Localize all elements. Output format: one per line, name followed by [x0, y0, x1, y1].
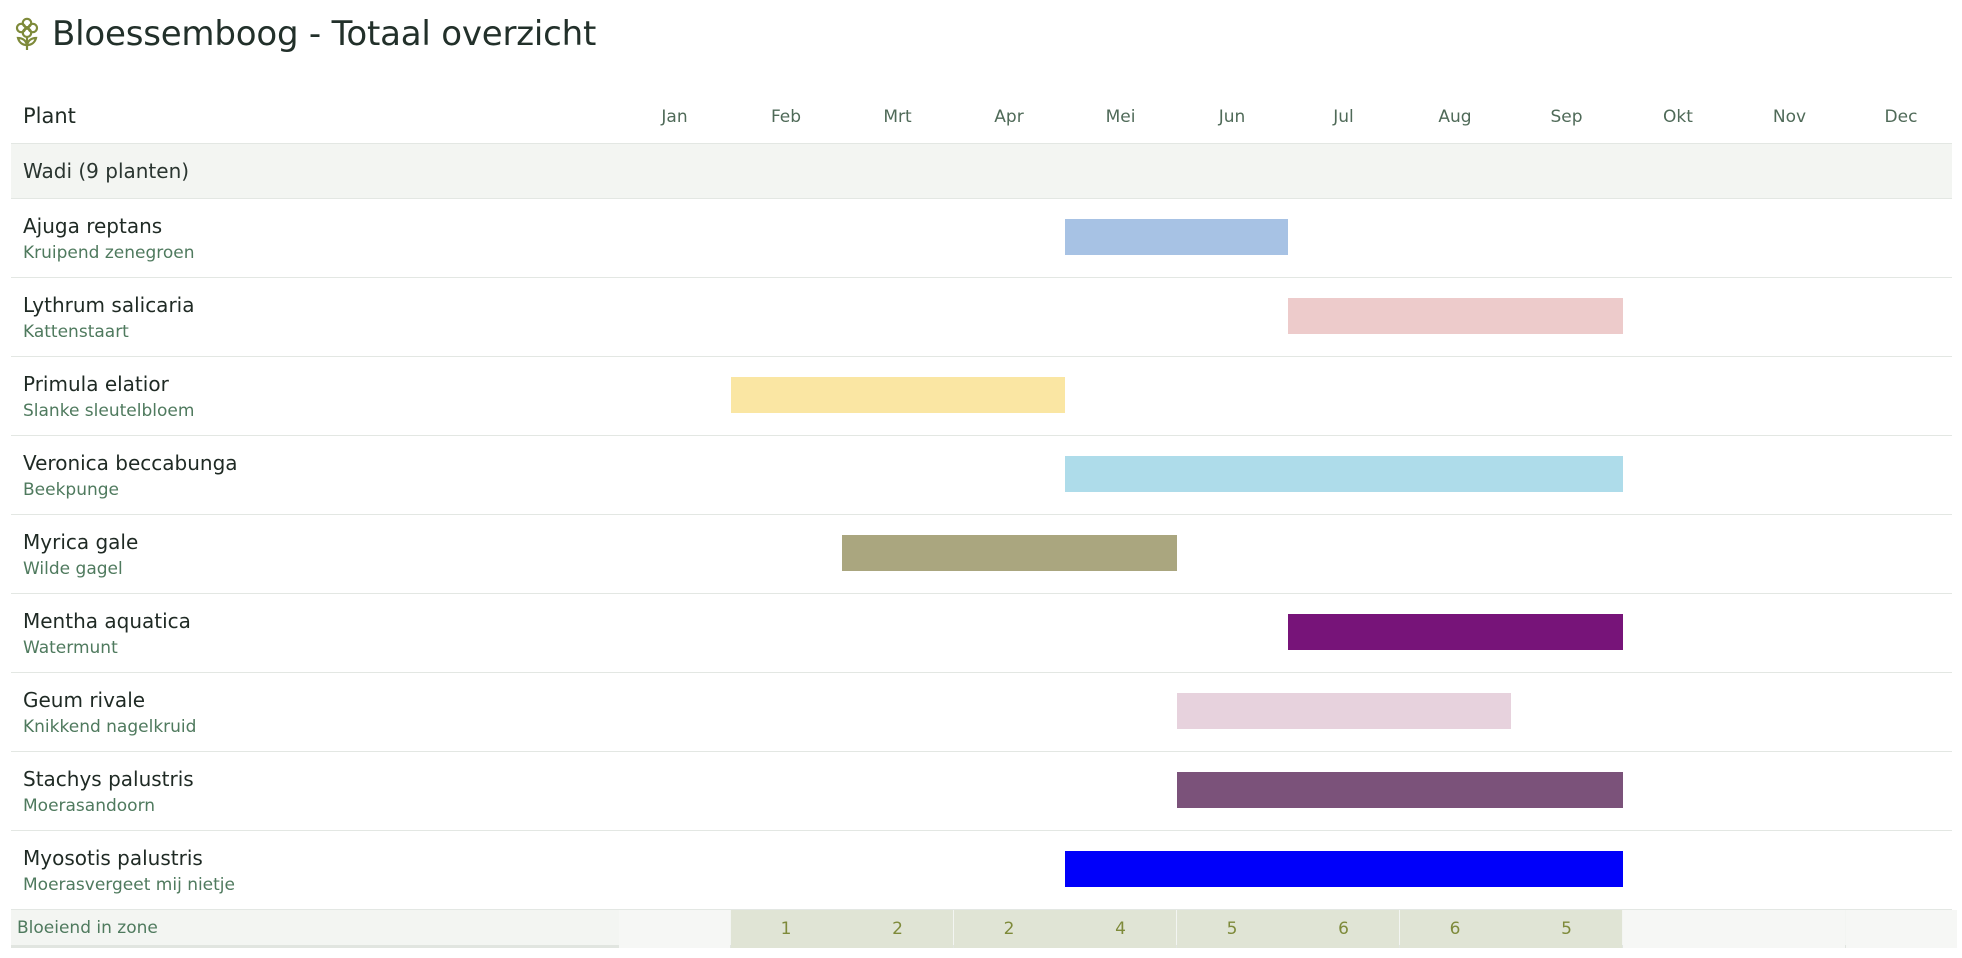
- month-header: Jun: [1218, 107, 1246, 127]
- zone-count-empty: [1845, 910, 1957, 948]
- page-header: Bloessemboog - Totaal overzicht: [14, 10, 596, 58]
- plant-row: Primula elatior Slanke sleutelbloem: [11, 357, 1952, 436]
- zone-count: 2: [953, 910, 1065, 948]
- plant-common-name: Beekpunge: [23, 480, 120, 500]
- month-header: Apr: [994, 107, 1024, 127]
- plant-common-name: Moerasandoorn: [23, 796, 156, 816]
- plant-row: Ajuga reptans Kruipend zenegroen: [11, 199, 1952, 278]
- zone-count-empty: [1734, 910, 1845, 948]
- plant-row: Stachys palustris Moerasandoorn: [11, 752, 1952, 831]
- plant-scientific-name: Geum rivale: [23, 688, 146, 712]
- plant-scientific-name: Primula elatior: [23, 372, 169, 396]
- plant-scientific-name: Veronica beccabunga: [23, 451, 238, 475]
- plant-row: Veronica beccabunga Beekpunge: [11, 436, 1952, 515]
- bloom-bar: [1176, 772, 1623, 808]
- bloom-bar: [1176, 693, 1511, 729]
- month-header: Jan: [661, 107, 688, 127]
- plant-row: Mentha aquatica Watermunt: [11, 594, 1952, 673]
- plant-scientific-name: Lythrum salicaria: [23, 293, 195, 317]
- group-label: Wadi (9 planten): [23, 159, 190, 183]
- zone-count: 4: [1065, 910, 1176, 948]
- bloom-bar: [1065, 219, 1288, 255]
- plant-common-name: Kruipend zenegroen: [23, 243, 195, 263]
- zone-count: 1: [730, 910, 842, 948]
- month-header: Feb: [770, 107, 802, 127]
- plant-scientific-name: Mentha aquatica: [23, 609, 191, 633]
- month-header: Mei: [1105, 107, 1136, 127]
- plant-common-name: Watermunt: [23, 638, 118, 658]
- bloom-table: Plant Jan Feb Mrt Apr Mei Jun Jul Aug Sep Okt Nov D…: [11, 92, 1957, 948]
- flower-icon: [15, 17, 39, 50]
- month-header: Sep: [1550, 107, 1583, 127]
- plant-common-name: Moerasvergeet mij nietje: [23, 875, 235, 895]
- plant-scientific-name: Myosotis palustris: [23, 846, 203, 870]
- plant-scientific-name: Stachys palustris: [23, 767, 194, 791]
- footer-label: Bloeiend in zone: [17, 918, 158, 938]
- plant-row: Lythrum salicaria Kattenstaart: [11, 278, 1952, 357]
- plant-column-header: Plant: [23, 104, 76, 128]
- plant-common-name: Slanke sleutelbloem: [23, 401, 195, 421]
- bloom-bar: [842, 535, 1177, 571]
- zone-count: 5: [1511, 910, 1622, 948]
- plant-scientific-name: Ajuga reptans: [23, 214, 163, 238]
- bloom-bar: [730, 377, 1065, 413]
- zone-count: 6: [1288, 910, 1399, 948]
- zone-count-empty: [1622, 910, 1734, 948]
- header-row: Plant Jan Feb Mrt Apr Mei Jun Jul Aug Sep Okt Nov D…: [11, 92, 1952, 144]
- zone-count: 2: [842, 910, 953, 948]
- footer-row: Bloeiend in zone 1 2 2 4 5 6 6 5: [11, 910, 1957, 948]
- zone-count: 5: [1176, 910, 1288, 948]
- bloom-bar: [1288, 298, 1623, 334]
- month-header: Mrt: [883, 107, 912, 127]
- plant-common-name: Knikkend nagelkruid: [23, 717, 197, 737]
- month-header: Aug: [1438, 107, 1472, 127]
- month-header: Jul: [1333, 107, 1354, 127]
- page-title: Bloessemboog - Totaal overzicht: [52, 14, 597, 54]
- plant-scientific-name: Myrica gale: [23, 530, 139, 554]
- zone-count-empty: [619, 910, 730, 948]
- zone-count: 6: [1399, 910, 1511, 948]
- month-header: Nov: [1772, 107, 1807, 127]
- group-row: Wadi (9 planten): [11, 144, 1952, 199]
- plant-row: Geum rivale Knikkend nagelkruid: [11, 673, 1952, 752]
- bloom-bar: [1065, 456, 1623, 492]
- plant-common-name: Kattenstaart: [23, 322, 129, 342]
- month-header: Okt: [1663, 107, 1693, 127]
- plant-row: Myosotis palustris Moerasvergeet mij niet…: [11, 831, 1952, 910]
- plant-common-name: Wilde gagel: [23, 559, 123, 579]
- bloom-bar: [1065, 851, 1623, 887]
- plant-row: Myrica gale Wilde gagel: [11, 515, 1952, 594]
- bloom-bar: [1288, 614, 1623, 650]
- month-header: Dec: [1884, 107, 1918, 127]
